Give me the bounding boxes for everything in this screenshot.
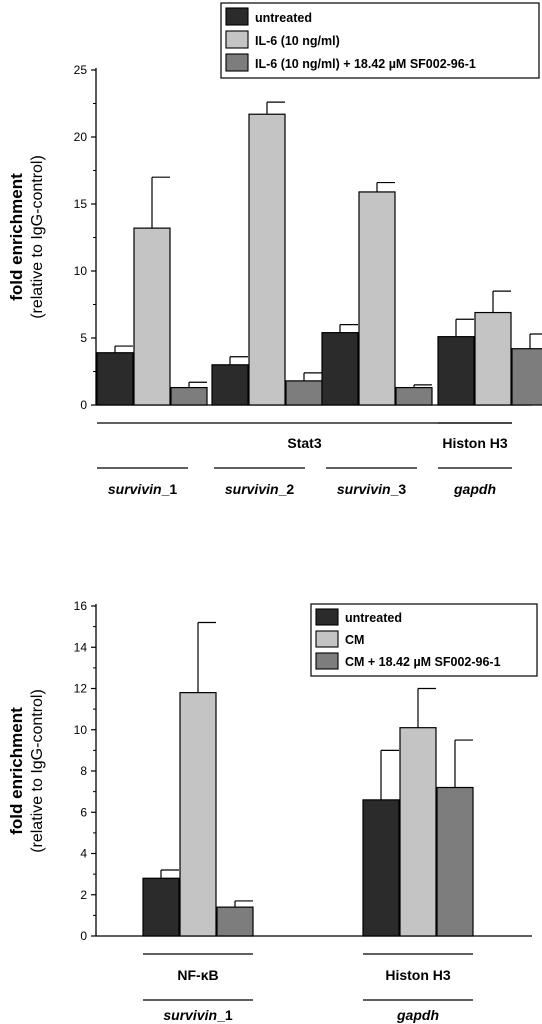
legend-label-1: untreated (255, 11, 312, 25)
group-label-3: gapdh (453, 481, 496, 497)
y-tick-label: 12 (74, 682, 88, 696)
group-label-2: survivin_3 (337, 481, 406, 497)
legend-label-2: CM (345, 633, 364, 647)
bar-survivin_3-2 (358, 191, 396, 406)
legend-box (220, 2, 540, 79)
group-label-1: survivin_2 (225, 481, 294, 497)
bracket-label: Stat3 (287, 435, 321, 451)
bar-gapdh-2 (399, 727, 437, 937)
legend-swatch-1 (315, 608, 339, 626)
bar-survivin_1-2 (179, 692, 217, 937)
y-tick-label: 0 (80, 398, 87, 412)
group-gene-name: gapdh (396, 1007, 439, 1023)
y-axis-title: fold enrichment (7, 707, 26, 835)
bar-survivin_1-1 (142, 877, 180, 937)
legend-label-2: IL-6 (10 ng/ml) (255, 34, 340, 48)
y-tick-label: 0 (80, 929, 87, 943)
y-axis-label: fold enrichment (relative to IgG-control) (7, 155, 46, 319)
y-tick-label: 10 (74, 723, 88, 737)
y-tick-label: 10 (74, 264, 88, 278)
y-tick-label: 14 (74, 640, 88, 654)
y-tick-label: 5 (80, 331, 87, 345)
group-gene-name: gapdh (453, 481, 496, 497)
y-tick-label: 4 (80, 847, 87, 861)
legend-swatch-2 (225, 30, 249, 49)
group-label-0: survivin_1 (163, 1007, 232, 1023)
bracket-label: NF-κB (177, 967, 218, 983)
group-label-0: survivin_1 (108, 481, 177, 497)
y-tick-label: 2 (80, 888, 87, 902)
y-axis-title: fold enrichment (7, 173, 26, 301)
y-tick-label: 20 (74, 130, 88, 144)
group-suffix: _2 (278, 481, 295, 497)
group-gene-name: survivin (225, 481, 279, 497)
bar-survivin_1-3 (170, 386, 208, 406)
y-tick-label: 15 (74, 197, 88, 211)
y-axis-label: fold enrichment (relative to IgG-control) (7, 689, 46, 853)
group-suffix: _1 (216, 1007, 233, 1023)
bar-survivin_3-3 (395, 386, 433, 406)
y-tick-label: 16 (74, 599, 88, 613)
bar-gapdh-3 (436, 786, 474, 937)
group-gene-name: survivin (108, 481, 162, 497)
y-tick-label: 8 (80, 764, 87, 778)
bar-survivin_1-3 (216, 906, 254, 937)
y-tick-label: 6 (80, 805, 87, 819)
legend-label-3: CM + 18.42 µM SF002-96-1 (345, 655, 501, 669)
y-axis-subtitle: (relative to IgG-control) (29, 155, 46, 319)
bracket-label: Histon H3 (385, 967, 451, 983)
bar-gapdh-1 (362, 799, 400, 937)
group-gene-name: survivin (163, 1007, 217, 1023)
legend-label-3: IL-6 (10 ng/ml) + 18.42 µM SF002-96-1 (255, 57, 476, 71)
legend-swatch-3 (315, 652, 339, 670)
bar-survivin_2-2 (248, 113, 286, 406)
y-tick-label: 25 (74, 63, 88, 77)
y-axis-subtitle: (relative to IgG-control) (29, 689, 46, 853)
legend-box (310, 603, 538, 677)
bar-gapdh-1 (437, 336, 475, 406)
bar-survivin_1-1 (96, 352, 134, 406)
group-gene-name: survivin (337, 481, 391, 497)
legend-swatch-3 (225, 53, 249, 72)
bar-survivin_2-1 (211, 364, 249, 406)
bar-survivin_2-3 (285, 380, 323, 406)
legend-swatch-1 (225, 7, 249, 26)
group-label-1: gapdh (396, 1007, 439, 1023)
bar-gapdh-2 (474, 311, 512, 406)
bar-gapdh-3 (511, 348, 542, 406)
bracket-label: Histon H3 (442, 435, 508, 451)
group-suffix: _1 (161, 481, 178, 497)
bar-survivin_3-1 (321, 332, 359, 406)
legend-swatch-2 (315, 630, 339, 648)
legend-label-1: untreated (345, 611, 402, 625)
group-suffix: _3 (390, 481, 407, 497)
bar-survivin_1-2 (133, 227, 171, 406)
